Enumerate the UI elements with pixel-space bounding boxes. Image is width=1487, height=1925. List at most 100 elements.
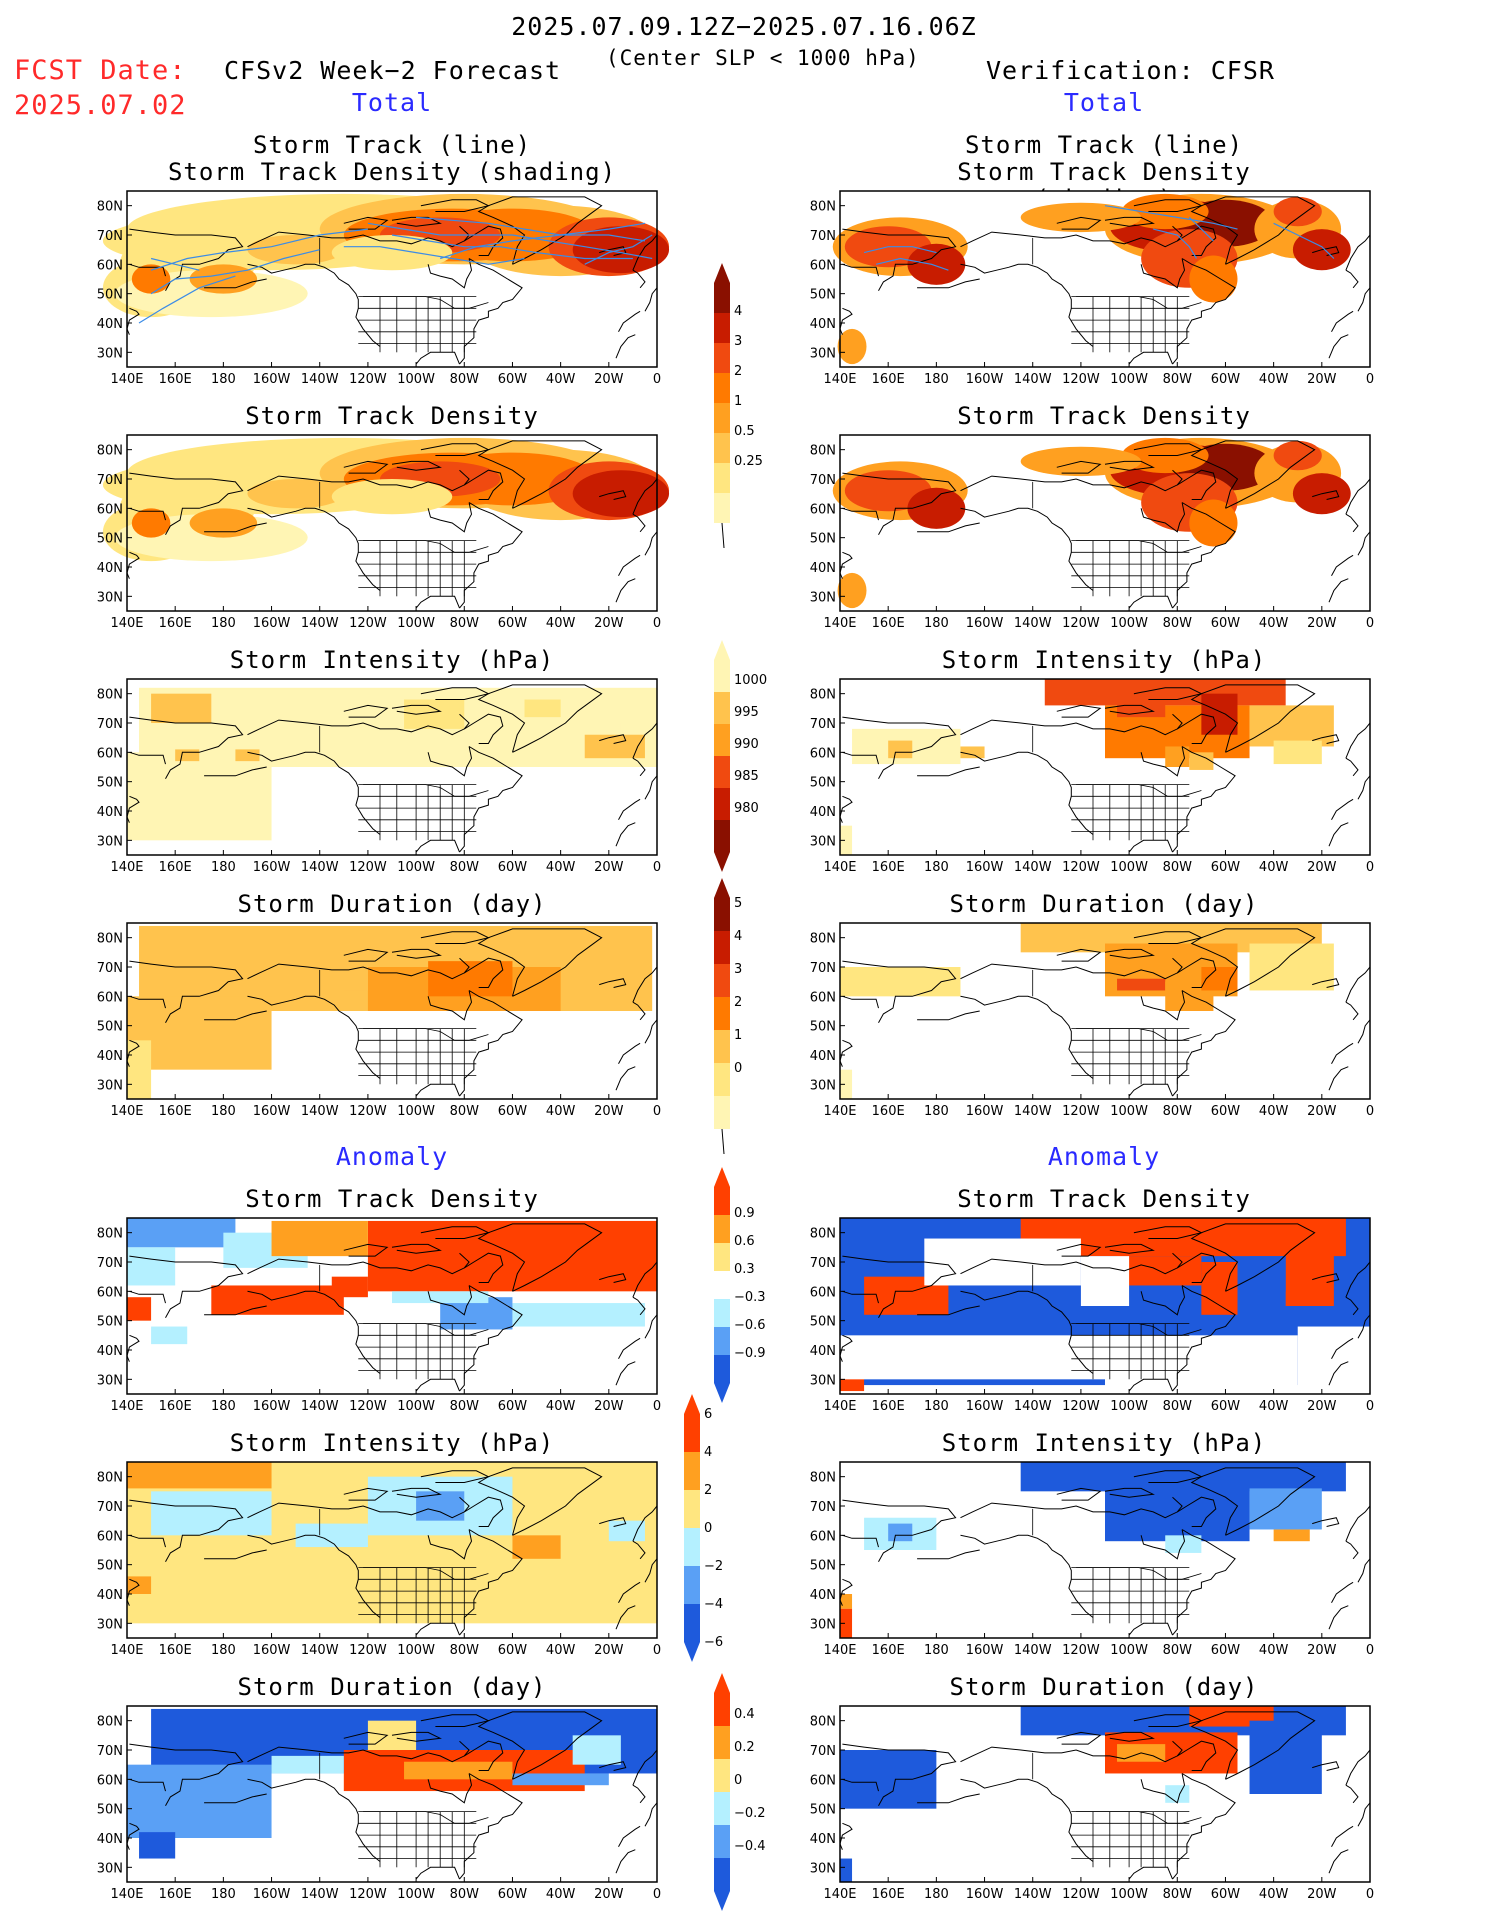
map-density-anomaly-forecast: 140E 160E 180 160W 140W 120W 100W 80W 60W 40W 20W 0… — [97, 1217, 661, 1414]
x-tick-label: 80W — [1163, 616, 1193, 631]
y-tick-label: 70N — [810, 229, 836, 244]
x-tick-label: 20W — [594, 372, 624, 387]
colorbar-label: 985 — [734, 769, 759, 784]
x-tick-label: 120W — [349, 860, 387, 875]
coastline — [247, 713, 470, 736]
colorbar-cap-bottom — [684, 1642, 700, 1662]
x-tick-label: 20W — [1307, 1887, 1337, 1902]
border-line — [363, 1323, 489, 1336]
y-tick-label: 50N — [97, 532, 123, 547]
y-tick-label: 60N — [97, 1285, 123, 1300]
x-tick-label: 20W — [594, 1643, 624, 1658]
coastline — [129, 1255, 244, 1318]
coastline — [1172, 1773, 1236, 1880]
coastline — [129, 228, 244, 291]
y-tick-label: 50N — [810, 288, 836, 303]
colorbar-segment — [714, 756, 730, 788]
coastline — [599, 734, 627, 744]
map-frame — [126, 190, 658, 368]
colorbar-label: 2 — [734, 995, 742, 1010]
coastline — [599, 1273, 627, 1283]
coastline — [1357, 775, 1371, 800]
y-tick-label: 60N — [810, 746, 836, 761]
shading-cell — [1105, 1488, 1250, 1542]
coastline — [1345, 1296, 1359, 1316]
shading-cell — [235, 749, 260, 762]
coastline — [615, 1066, 636, 1091]
x-tick-label: 100W — [1110, 372, 1148, 387]
coastline — [129, 263, 166, 277]
coastline — [615, 822, 636, 847]
state-borders — [1032, 969, 1202, 1085]
colorbar-label: 995 — [734, 705, 759, 720]
x-tick-label: 60W — [1211, 1399, 1241, 1414]
coastline — [204, 1549, 267, 1560]
x-tick-label: 40W — [1259, 616, 1289, 631]
coastline — [247, 1252, 470, 1275]
coastline — [1056, 216, 1102, 230]
coastline — [1190, 196, 1316, 265]
colorbar-label: −2 — [704, 1559, 723, 1574]
map-duration-verification: 140E 160E 180 160W 140W 120W 100W 80W 60W 40W 20W 0… — [810, 922, 1374, 1119]
colorbar-segment — [714, 1271, 730, 1299]
y-tick-label: 40N — [97, 805, 123, 820]
colorbar-label: −0.3 — [734, 1290, 766, 1305]
map-frame — [126, 434, 658, 612]
title-line-1: Storm Track (line) — [964, 131, 1244, 159]
coastline — [391, 460, 442, 471]
coastline — [1172, 746, 1236, 853]
y-tick-label: 80N — [97, 932, 123, 947]
coastline — [599, 490, 627, 500]
coastlines — [839, 1711, 1371, 1880]
colorbar-tail — [721, 522, 725, 549]
coastline — [632, 513, 646, 533]
total-label-left: Total — [351, 88, 433, 117]
colorbar-segment — [714, 820, 730, 852]
coastline — [960, 1778, 1094, 1862]
shading-cell — [1285, 1244, 1334, 1306]
y-tick-label: 60N — [810, 1529, 836, 1544]
x-tick-label: 140E — [823, 860, 856, 875]
coastline — [415, 1083, 460, 1097]
x-tick-label: 60W — [498, 1643, 528, 1658]
coastline — [129, 507, 166, 521]
shading-cell — [271, 1220, 368, 1257]
x-tick-label: 0 — [1366, 616, 1374, 631]
x-tick-label: 80W — [450, 860, 480, 875]
coastline — [1312, 1273, 1340, 1283]
colorbar-segment — [714, 493, 730, 523]
x-tick-label: 0 — [653, 372, 661, 387]
y-tick-label: 50N — [97, 1315, 123, 1330]
coastline — [427, 1529, 473, 1560]
panel-title-intensity-anom-right: Storm Intensity (hPa) — [941, 1429, 1267, 1457]
colorbar-label: −4 — [704, 1597, 723, 1612]
x-tick-label: 80W — [450, 616, 480, 631]
colorbar-segment — [714, 373, 730, 403]
coastlines — [839, 196, 1371, 365]
map-frame — [839, 1705, 1371, 1883]
coastlines — [126, 928, 658, 1097]
shading-cell — [888, 740, 913, 759]
coastline — [917, 1549, 980, 1560]
coastline — [917, 1793, 980, 1804]
coastline — [415, 1866, 460, 1880]
x-tick-label: 60W — [498, 1399, 528, 1414]
coastline — [247, 1740, 470, 1763]
x-tick-label: 180 — [924, 860, 949, 875]
x-tick-label: 0 — [1366, 1104, 1374, 1119]
y-tick-label: 80N — [810, 444, 836, 459]
x-tick-label: 140W — [301, 1887, 339, 1902]
shading-cell — [151, 1491, 272, 1536]
coastline — [632, 757, 646, 777]
x-tick-label: 160W — [253, 860, 291, 875]
x-tick-label: 140W — [301, 372, 339, 387]
coastline — [1140, 746, 1186, 777]
coastline — [1128, 1866, 1173, 1880]
coastline — [247, 225, 470, 248]
coastline — [917, 1305, 980, 1316]
colorbar-segment — [684, 1452, 700, 1490]
colorbar-segment — [684, 1490, 700, 1528]
title-line-1: Storm Track (line) — [252, 131, 532, 159]
colorbar-cap-top — [714, 640, 730, 660]
border-line — [363, 1811, 489, 1824]
